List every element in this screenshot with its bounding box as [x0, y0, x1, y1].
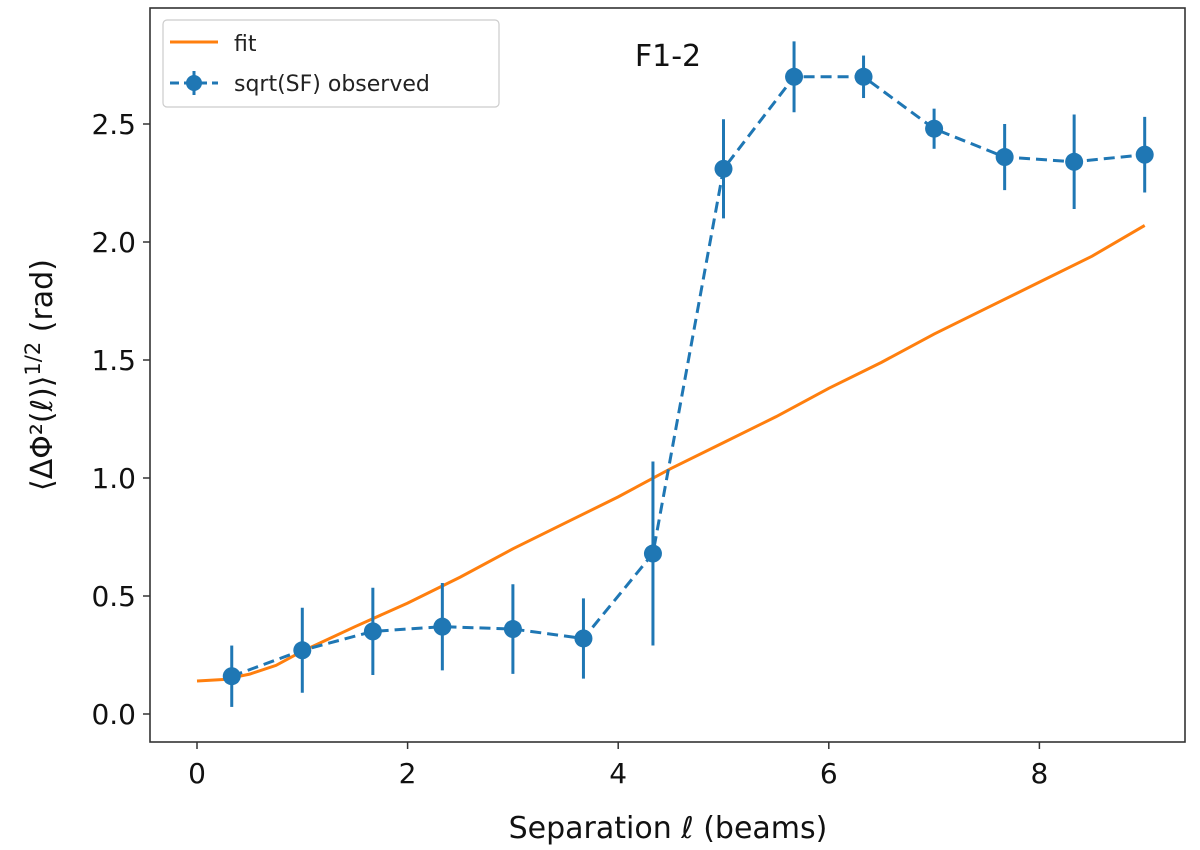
observed-point	[643, 544, 662, 563]
x-tick-label: 6	[820, 757, 838, 790]
x-axis-label: Separation ℓ (beams)	[509, 811, 828, 846]
x-tick-label: 8	[1030, 757, 1048, 790]
y-tick-label: 0.5	[91, 580, 136, 613]
observed-point	[574, 629, 593, 648]
observed-point	[293, 641, 312, 660]
chart-title: F1-2	[635, 39, 701, 74]
observed-point	[1065, 152, 1084, 171]
plot-area	[149, 7, 1186, 743]
y-tick-label: 2.0	[91, 226, 136, 259]
y-tick-label: 2.5	[91, 108, 136, 141]
observed-point	[785, 67, 804, 86]
observed-point	[854, 67, 873, 86]
observed-point	[714, 159, 733, 178]
observed-line	[231, 75, 1145, 678]
x-tick-label: 2	[399, 757, 417, 790]
observed-point	[1135, 145, 1154, 164]
observed-point	[925, 119, 944, 138]
y-tick-label: 1.5	[91, 344, 136, 377]
legend-observed-marker	[186, 75, 202, 91]
legend-observed-label: sqrt(SF) observed	[234, 72, 430, 97]
legend-fit-label: fit	[234, 32, 257, 57]
x-tick-label: 0	[188, 757, 206, 790]
observed-point	[503, 620, 522, 639]
y-axis-label: ⟨ΔΦ²(ℓ)⟩1/2 (rad)	[21, 259, 60, 491]
observed-point	[995, 148, 1014, 167]
y-tick-label: 1.0	[91, 462, 136, 495]
observed-point	[433, 617, 452, 636]
legend: fit sqrt(SF) observed	[162, 19, 500, 108]
observed-point	[222, 667, 241, 686]
x-tick-label: 4	[609, 757, 627, 790]
legend-box	[162, 19, 500, 108]
fit-line	[196, 224, 1146, 683]
y-tick-label: 0.0	[91, 698, 136, 731]
observed-point	[363, 622, 382, 641]
